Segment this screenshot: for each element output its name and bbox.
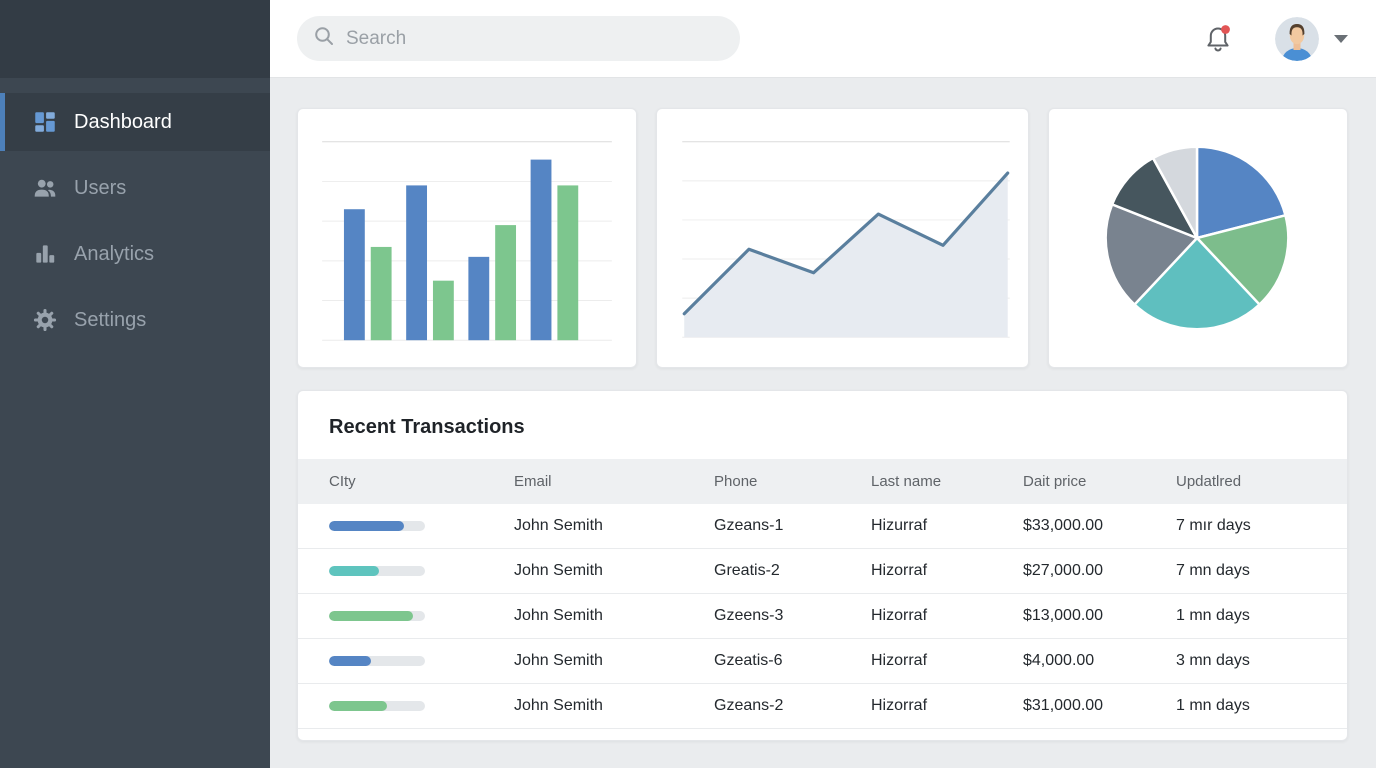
chart-cards-row: [297, 108, 1348, 368]
area-chart: [682, 141, 1010, 338]
bar-chart: [322, 141, 612, 341]
table-row[interactable]: John Semith Gzeens-3 Hizorraf $13,000.00…: [298, 594, 1347, 639]
cell-phone: Greatis-2: [714, 562, 780, 579]
dashboard-content: Recent Transactions CIty Email Phone Last n…: [270, 78, 1376, 741]
sidebar-item-settings[interactable]: Settings: [0, 291, 270, 349]
cell-price: $4,000.00: [1023, 652, 1095, 669]
progress-cell: [298, 521, 514, 531]
sidebar-header: [0, 0, 270, 78]
column-header: Email: [514, 473, 552, 490]
progress-cell: [298, 701, 514, 711]
progress-fill: [329, 521, 404, 531]
progress-cell: [298, 566, 514, 576]
cell-email: John Semith: [514, 697, 603, 714]
table-row[interactable]: John Semith Greatis-2 Hizorraf $27,000.0…: [298, 549, 1347, 594]
cell-updated: 1 mn days: [1176, 607, 1250, 624]
sidebar-item-label: Dashboard: [74, 110, 172, 133]
pie-chart: [1104, 145, 1290, 331]
progress-cell: [298, 656, 514, 666]
progress-fill: [329, 566, 379, 576]
search-icon: [313, 25, 335, 52]
table-body: John Semith Gzeans-1 Hizurraf $33,000.00…: [298, 504, 1347, 729]
cell-last-name: Hizorraf: [871, 697, 928, 714]
cell-email: John Semith: [514, 562, 603, 579]
users-icon: [32, 175, 58, 201]
column-header: Last name: [871, 473, 942, 490]
sidebar-item-label: Analytics: [74, 242, 155, 265]
table-row[interactable]: John Semith Gzeans-2 Hizorraf $31,000.00…: [298, 684, 1347, 729]
settings-icon: [32, 307, 58, 333]
cell-phone: Gzeans-2: [714, 697, 784, 714]
dashboard-icon: [32, 109, 58, 135]
column-header: Updatlred: [1176, 473, 1242, 490]
cell-email: John Semith: [514, 652, 603, 669]
cell-phone: Gzeatis-6: [714, 652, 783, 669]
progress-bar: [329, 611, 425, 621]
main-area: Recent Transactions CIty Email Phone Last n…: [270, 0, 1376, 768]
progress-fill: [329, 701, 387, 711]
progress-fill: [329, 611, 414, 621]
cell-updated: 3 mn days: [1176, 652, 1250, 669]
sidebar-item-users[interactable]: Users: [0, 159, 270, 217]
cell-last-name: Hizorraf: [871, 652, 928, 669]
topbar-right: [1203, 16, 1348, 61]
notification-dot: [1221, 24, 1230, 34]
cell-price: $31,000.00: [1023, 697, 1104, 714]
column-header: Phone: [714, 473, 758, 490]
cell-last-name: Hizurraf: [871, 517, 928, 534]
cell-price: $27,000.00: [1023, 562, 1104, 579]
pie-chart-card: [1048, 108, 1348, 368]
cell-price: $13,000.00: [1023, 607, 1104, 624]
sidebar: Dashboard Users Analytics Settings: [0, 0, 270, 768]
progress-bar: [329, 566, 425, 576]
cell-phone: Gzeens-3: [714, 607, 784, 624]
bell-icon: [1207, 24, 1230, 51]
cell-last-name: Hizorraf: [871, 607, 928, 624]
recent-transactions-card: Recent Transactions CIty Email Phone Last n…: [297, 390, 1348, 741]
cell-updated: 1 mn days: [1176, 697, 1250, 714]
bar-chart-card: [297, 108, 637, 368]
progress-bar: [329, 656, 425, 666]
avatar-image: [1275, 16, 1319, 61]
cell-updated: 7 mır days: [1176, 517, 1251, 534]
column-header: CIty: [329, 473, 356, 490]
sidebar-item-label: Settings: [74, 308, 147, 331]
avatar[interactable]: [1275, 16, 1319, 61]
cell-email: John Semith: [514, 517, 603, 534]
progress-bar: [329, 521, 425, 531]
cell-last-name: Hizorraf: [871, 562, 928, 579]
cell-email: John Semith: [514, 607, 603, 624]
line-chart-card: [656, 108, 1029, 368]
sidebar-nav: Dashboard Users Analytics Settings: [0, 93, 270, 357]
notifications-button[interactable]: [1203, 23, 1233, 55]
chevron-down-icon[interactable]: [1334, 34, 1348, 43]
table-header-row: CIty Email Phone Last name Dait price Updatlr…: [298, 459, 1347, 504]
cell-updated: 7 mn days: [1176, 562, 1250, 579]
column-header: Dait price: [1023, 473, 1087, 490]
progress-fill: [329, 656, 372, 666]
search-bar[interactable]: [297, 16, 740, 61]
table-title: Recent Transactions: [329, 416, 525, 438]
cell-phone: Gzeans-1: [714, 517, 784, 534]
sidebar-item-analytics[interactable]: Analytics: [0, 225, 270, 283]
analytics-icon: [32, 241, 58, 267]
sidebar-item-dashboard[interactable]: Dashboard: [0, 93, 270, 151]
progress-cell: [298, 611, 514, 621]
progress-bar: [329, 701, 425, 711]
table-row[interactable]: John Semith Gzeatis-6 Hizorraf $4,000.00…: [298, 639, 1347, 684]
sidebar-item-label: Users: [74, 176, 127, 199]
topbar: [270, 0, 1376, 78]
table-row[interactable]: John Semith Gzeans-1 Hizurraf $33,000.00…: [298, 504, 1347, 549]
search-input[interactable]: [346, 27, 724, 50]
cell-price: $33,000.00: [1023, 517, 1104, 534]
